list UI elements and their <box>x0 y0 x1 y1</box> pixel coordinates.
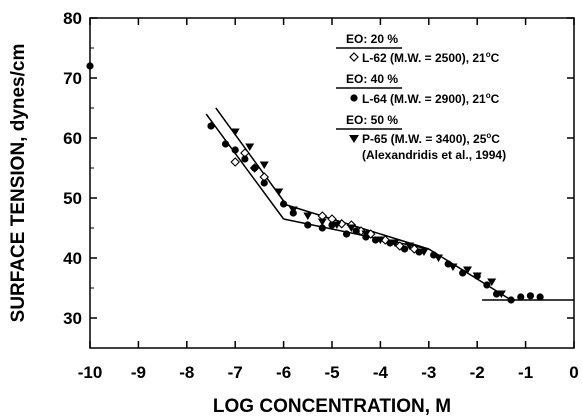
data-point-p65 <box>375 236 385 244</box>
data-point-p65 <box>288 206 298 214</box>
data-point-l64 <box>507 296 515 304</box>
data-point-p65 <box>472 272 482 280</box>
data-point-l64 <box>483 281 491 289</box>
data-point-p65 <box>496 290 506 298</box>
data-point-l64 <box>231 146 239 154</box>
data-point-l64 <box>250 164 259 172</box>
data-point-p65 <box>317 218 327 226</box>
data-point-l64 <box>280 200 288 208</box>
legend-label-3: P-65 (M.W. = 3400), 25oC <box>362 131 500 146</box>
y-tick-label: 30 <box>63 309 82 328</box>
legend-heading-3: EO: 50 % <box>346 113 398 127</box>
fit-line <box>215 107 285 202</box>
data-point-p65 <box>419 248 429 256</box>
x-tick-label: -8 <box>179 363 194 382</box>
y-tick-label: 70 <box>63 69 82 88</box>
fit-line <box>205 113 285 220</box>
data-point-l64 <box>536 293 544 301</box>
x-tick-label: -10 <box>78 363 103 382</box>
data-point-p65 <box>259 161 269 169</box>
y-tick-label: 50 <box>63 189 82 208</box>
x-axis-title: LOG CONCENTRATION, M <box>213 396 451 417</box>
x-tick-label: -1 <box>518 363 533 382</box>
data-point-p65 <box>390 239 400 247</box>
data-point-p65 <box>404 242 414 250</box>
data-point-l64 <box>260 179 268 187</box>
data-point-l64 <box>304 221 312 229</box>
y-axis-ticks: 30 40 50 60 70 80 <box>63 9 574 328</box>
data-point-l64 <box>401 245 409 253</box>
fit-line <box>283 203 430 250</box>
x-tick-label: -4 <box>373 363 389 382</box>
legend-heading-2: EO: 40 % <box>346 72 398 86</box>
x-tick-label: -5 <box>324 363 339 382</box>
data-point-l64 <box>241 155 249 163</box>
legend-label-2: L-64 (M.W. = 2900), 21oC <box>362 91 500 106</box>
data-point-l64 <box>86 62 94 70</box>
x-tick-label: -2 <box>470 363 485 382</box>
y-tick-label: 80 <box>63 9 82 28</box>
data-point-l64 <box>517 293 525 301</box>
data-point-p65 <box>332 221 342 229</box>
legend-heading-1: EO: 20 % <box>346 32 398 46</box>
legend-marker-diamond <box>349 52 359 62</box>
legend-label-1: L-62 (M.W. = 2500), 21oC <box>362 50 500 65</box>
data-point-p65 <box>463 266 473 274</box>
plot-area-border <box>89 17 575 349</box>
data-point-p65 <box>245 143 255 151</box>
data-point-p65 <box>487 278 497 286</box>
data-point-p65 <box>303 212 313 220</box>
x-tick-label: 0 <box>569 363 578 382</box>
data-point-l62 <box>230 157 240 167</box>
y-axis-title: SURFACE TENSION, dynes/cm <box>8 44 29 323</box>
data-point-l64 <box>352 227 360 235</box>
data-point-l64 <box>526 292 535 300</box>
legend-marker-triangle <box>349 135 359 143</box>
y-tick-label: 60 <box>63 129 82 148</box>
data-point-p65 <box>433 254 443 262</box>
plot-frame <box>89 17 575 349</box>
data-point-p65 <box>346 224 356 232</box>
data-point-l64 <box>318 224 326 232</box>
x-tick-label: -7 <box>228 363 243 382</box>
x-axis-ticks: -10 -9 -8 -7 -6 -5 -4 -3 -2 -1 0 <box>78 18 579 382</box>
x-tick-label: -6 <box>276 363 291 382</box>
data-point-p65 <box>274 188 284 196</box>
data-point-p65 <box>230 128 240 136</box>
data-point-l64 <box>342 230 351 238</box>
data-point-l64 <box>207 122 215 130</box>
x-tick-label: -9 <box>131 363 146 382</box>
data-point-l64 <box>221 140 230 148</box>
legend-note: (Alexandridis et al., 1994) <box>362 148 506 162</box>
x-tick-label: -3 <box>421 363 436 382</box>
data-point-p65 <box>361 230 371 238</box>
data-point-l64 <box>459 269 467 277</box>
legend-marker-circle <box>350 94 358 102</box>
data-points <box>86 62 544 304</box>
y-tick-label: 40 <box>63 249 82 268</box>
legend: EO: 20 % L-62 (M.W. = 2500), 21oC EO: 40… <box>336 32 506 162</box>
data-point-p65 <box>448 263 458 271</box>
